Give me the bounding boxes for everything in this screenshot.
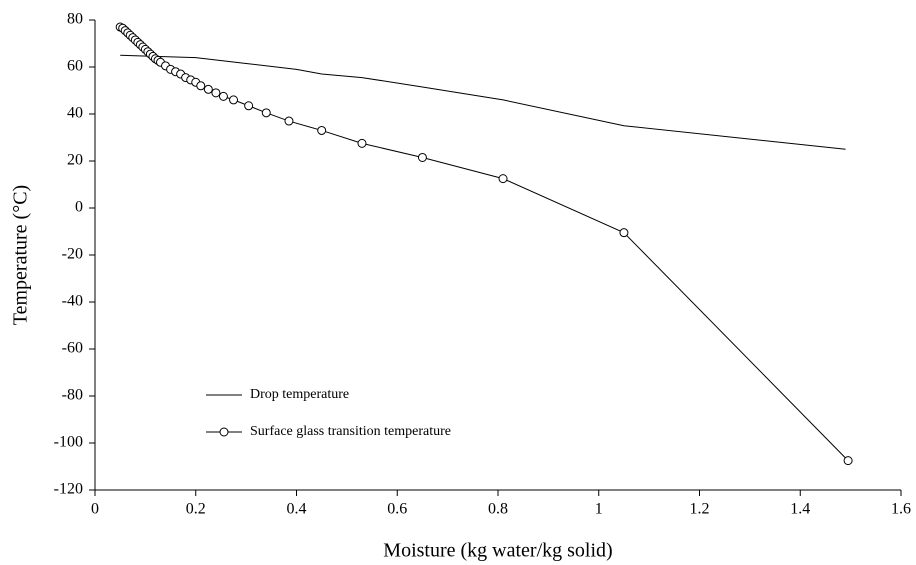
data-point [196, 81, 206, 91]
x-tick-label: 0.4 [287, 501, 307, 518]
y-tick-label: 20 [67, 152, 83, 169]
data-point [218, 91, 228, 101]
y-tick-label: -80 [62, 387, 83, 404]
series-line [119, 26, 849, 461]
x-tick-label: 1.6 [891, 501, 911, 518]
data-point [211, 88, 221, 98]
data-point [203, 84, 213, 94]
data-point [417, 152, 427, 162]
data-point [619, 228, 629, 238]
data-point [317, 125, 327, 135]
data-point [244, 101, 254, 111]
x-tick-label: 1 [595, 501, 603, 518]
y-tick-label: -60 [62, 340, 83, 357]
y-axis-title: Temperature (°C) [10, 185, 32, 325]
x-tick-label: 0.8 [488, 501, 508, 518]
x-axis-title: Moisture (kg water/kg solid) [383, 540, 612, 562]
y-tick-label: -20 [62, 246, 83, 263]
y-tick-label: -100 [54, 434, 83, 451]
legend-label: Surface glass transition temperature [250, 424, 451, 439]
data-point [229, 95, 239, 105]
data-point [284, 116, 294, 126]
data-point [357, 138, 367, 148]
y-tick-label: 40 [67, 105, 83, 122]
x-tick-label: 0.6 [387, 501, 407, 518]
legend-marker [219, 427, 229, 437]
series-line [120, 54, 846, 150]
x-tick-label: 1.2 [690, 501, 710, 518]
y-tick-label: 80 [67, 11, 83, 28]
y-tick-label: -120 [54, 481, 83, 498]
data-point [843, 456, 853, 466]
x-tick-label: 0.2 [186, 501, 206, 518]
x-tick-label: 0 [91, 501, 99, 518]
data-point [261, 108, 271, 118]
data-point [498, 174, 508, 184]
y-tick-label: -40 [62, 293, 83, 310]
y-tick-label: 60 [67, 58, 83, 75]
y-tick-label: 0 [75, 199, 83, 216]
x-tick-label: 1.4 [790, 501, 810, 518]
legend-label: Drop temperature [250, 387, 349, 402]
